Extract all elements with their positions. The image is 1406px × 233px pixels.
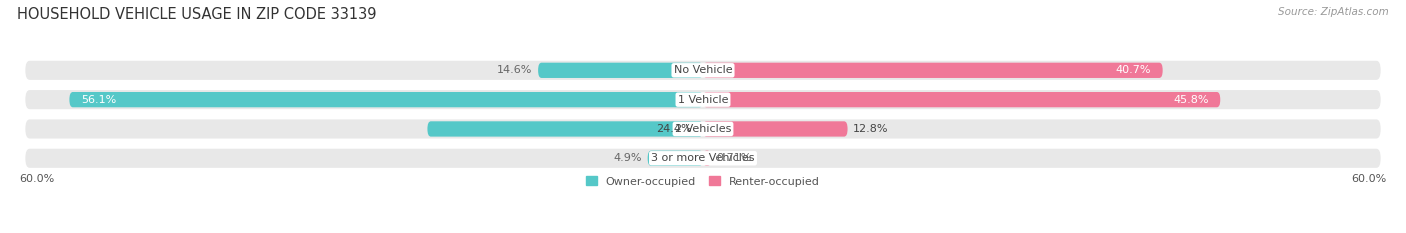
FancyBboxPatch shape [648, 151, 703, 166]
Text: 3 or more Vehicles: 3 or more Vehicles [651, 153, 755, 163]
FancyBboxPatch shape [69, 92, 703, 107]
Text: No Vehicle: No Vehicle [673, 65, 733, 75]
FancyBboxPatch shape [25, 119, 1381, 139]
FancyBboxPatch shape [25, 90, 1381, 109]
Text: 45.8%: 45.8% [1174, 95, 1209, 105]
Text: 14.6%: 14.6% [498, 65, 533, 75]
Text: 1 Vehicle: 1 Vehicle [678, 95, 728, 105]
Text: 12.8%: 12.8% [853, 124, 889, 134]
Text: 2 Vehicles: 2 Vehicles [675, 124, 731, 134]
Text: 0.71%: 0.71% [717, 153, 752, 163]
Text: HOUSEHOLD VEHICLE USAGE IN ZIP CODE 33139: HOUSEHOLD VEHICLE USAGE IN ZIP CODE 3313… [17, 7, 377, 22]
FancyBboxPatch shape [703, 151, 711, 166]
FancyBboxPatch shape [427, 121, 703, 137]
Text: 24.4%: 24.4% [657, 124, 692, 134]
FancyBboxPatch shape [703, 92, 1220, 107]
Text: 56.1%: 56.1% [80, 95, 115, 105]
Text: 60.0%: 60.0% [1351, 174, 1386, 184]
Text: 40.7%: 40.7% [1116, 65, 1152, 75]
Text: 4.9%: 4.9% [613, 153, 643, 163]
Legend: Owner-occupied, Renter-occupied: Owner-occupied, Renter-occupied [586, 176, 820, 187]
Text: 60.0%: 60.0% [20, 174, 55, 184]
FancyBboxPatch shape [703, 63, 1163, 78]
Text: Source: ZipAtlas.com: Source: ZipAtlas.com [1278, 7, 1389, 17]
FancyBboxPatch shape [25, 61, 1381, 80]
FancyBboxPatch shape [25, 149, 1381, 168]
FancyBboxPatch shape [538, 63, 703, 78]
FancyBboxPatch shape [703, 121, 848, 137]
